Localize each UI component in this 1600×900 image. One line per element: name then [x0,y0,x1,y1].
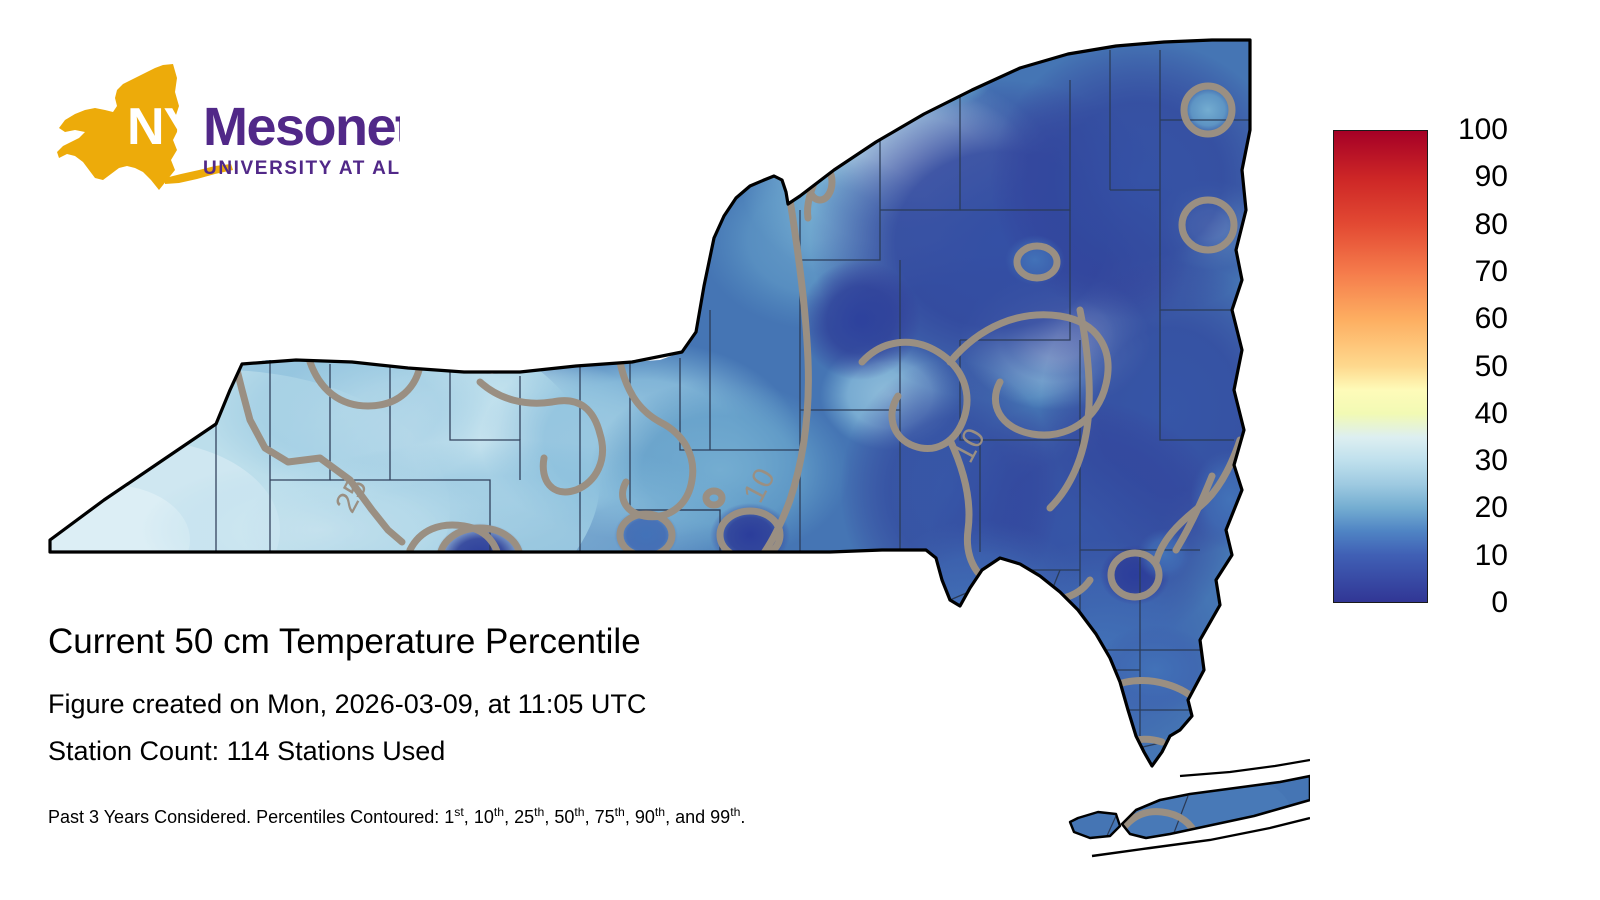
long-island-field [1070,776,1310,838]
map-panel: 25 10 10 [20,10,1310,890]
logo-long-island-icon [165,164,233,184]
colorbar-tick: 80 [1474,207,1508,241]
sound-coastline [1179,758,1310,778]
colorbar-tick: 20 [1474,491,1508,525]
colorbar: 100 90 80 70 60 50 40 30 20 10 0 [1333,115,1508,618]
colorbar-tick: 40 [1474,396,1508,430]
ny-state-silhouette-icon [57,64,179,190]
colorbar-tick: 70 [1474,254,1508,288]
new-york-percentile-map: 25 10 10 [48,38,1310,858]
logo-nys-text: NYS [127,98,231,156]
state-outline [48,38,1252,768]
colorbar-gradient [1333,130,1428,603]
logo-svg: NYS Mesonet UNIVERSITY AT ALBANY [57,64,400,190]
long-island-outline [1120,774,1310,840]
south-shore-coastline [1091,816,1310,858]
long-island-contour [1118,808,1200,838]
station-count-text: Station Count: 114 Stations Used [48,735,446,766]
colorbar-tick: 30 [1474,444,1508,478]
colorbar-tick-labels: 100 90 80 70 60 50 40 30 20 10 0 [1433,115,1508,618]
footnote-text: Past 3 Years Considered. Percentiles Con… [48,805,746,828]
logo-university-text: UNIVERSITY AT ALBANY [203,158,400,179]
caption-block: Current 50 cm Temperature Percentile Fig… [48,622,1048,829]
figure-created-timestamp: Figure created on Mon, 2026-03-09, at 11… [48,689,647,720]
staten-island-outline [1068,810,1122,840]
logo-mesonet-text: Mesonet [203,97,400,157]
colorbar-tick: 50 [1474,349,1508,383]
colorbar-tick: 100 [1457,113,1508,146]
colorbar-tick: 90 [1474,160,1508,194]
nys-mesonet-logo: NYS Mesonet UNIVERSITY AT ALBANY [55,62,400,192]
colorbar-tick: 60 [1474,302,1508,336]
colorbar-tick: 10 [1474,538,1508,572]
colorbar-tick: 0 [1491,586,1508,619]
page-title: Current 50 cm Temperature Percentile [48,622,641,661]
